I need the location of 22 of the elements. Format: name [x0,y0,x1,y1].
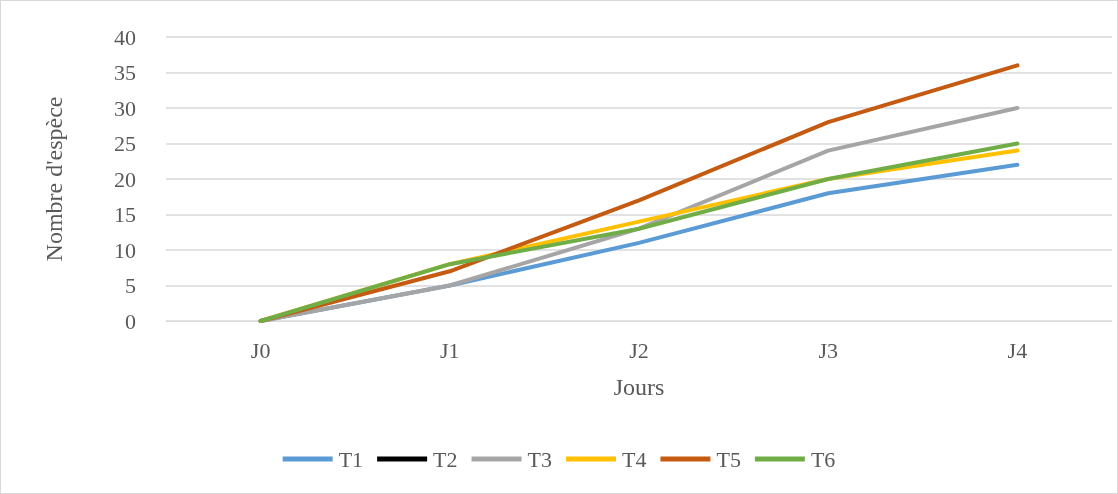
legend-label: T1 [338,446,364,472]
x-tick-label: J0 [250,337,271,363]
legend-label: T3 [527,446,553,472]
y-tick-label: 35 [114,60,136,85]
x-axis-title: Jours [613,374,665,400]
legend-label: T6 [810,446,836,472]
y-tick-label: 25 [114,131,136,156]
x-tick-label: J3 [818,337,838,363]
y-tick-label: 10 [114,237,136,263]
y-tick-label: 0 [125,308,136,334]
legend-label: T4 [622,446,647,472]
y-tick-label: 40 [114,24,136,50]
x-tick-label: J2 [629,337,649,363]
x-tick-label: J4 [1007,337,1028,363]
y-tick-label: 15 [114,202,136,227]
legend-label: T5 [716,446,741,472]
y-tick-label: 5 [125,273,136,298]
y-tick-label: 20 [114,166,136,192]
y-tick-label: 30 [114,95,136,121]
legend-label: T2 [433,446,458,472]
y-axis-title: Nombre d'espèce [41,96,67,262]
x-tick-label: J1 [440,337,460,363]
